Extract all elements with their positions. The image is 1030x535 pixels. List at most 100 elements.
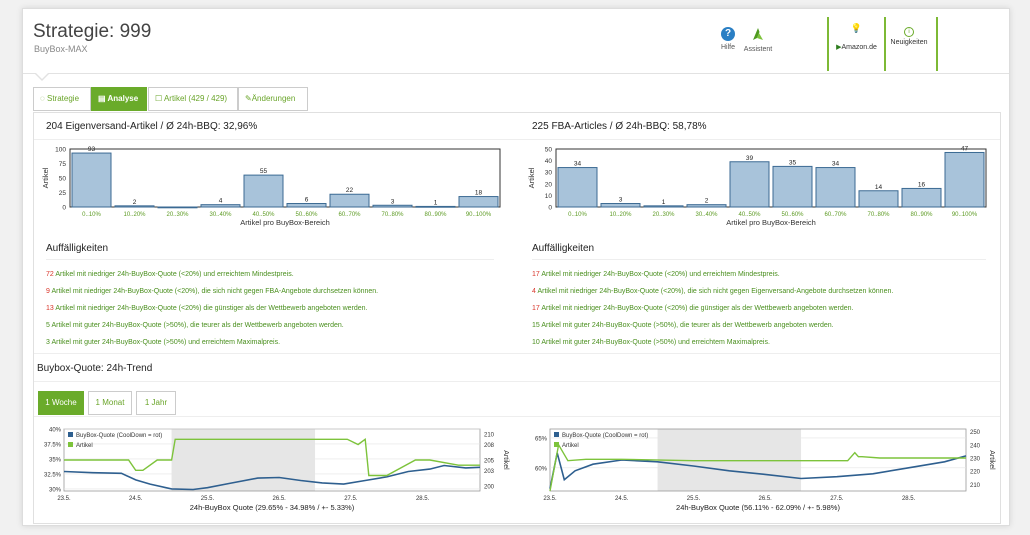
news-label: Neuigkeiten	[890, 39, 928, 46]
tab-artikel[interactable]: ☐ Artikel (429 / 429)	[148, 87, 238, 111]
bar-value-label: 18	[475, 190, 483, 197]
series-artikel-line	[64, 438, 480, 477]
finding-count: 5	[46, 322, 50, 329]
y2-tick-label: 240	[970, 443, 981, 449]
y-tick-label: 75	[59, 161, 67, 168]
y-tick-label: 30	[545, 170, 553, 177]
x-tick-label: 90..100%	[466, 212, 492, 218]
finding-item[interactable]: 10 Artikel mit guter 24h-BuyBox-Quote (>…	[532, 339, 770, 346]
bar-value-label: 3	[619, 197, 623, 204]
series-buybox-line	[549, 452, 967, 489]
x-tick-label: 26.5.	[758, 496, 772, 502]
bar-value-label: 2	[133, 199, 137, 206]
x-tick-label: 24.5.	[615, 496, 629, 502]
bar-value-label: 1	[434, 199, 438, 206]
left-section-title: 204 Eigenversand-Artikel / Ø 24h-BBQ: 32…	[46, 121, 258, 132]
left-findings-title: Auffälligkeiten	[46, 243, 109, 254]
y-tick-label: 20	[545, 181, 553, 188]
bar-value-label: 1	[662, 199, 666, 206]
bar	[815, 167, 856, 208]
x-tick-label: 0..10%	[82, 212, 101, 218]
x-tick-label: 27.5.	[830, 496, 844, 502]
finding-text: Artikel mit guter 24h-BuyBox-Quote (>50%…	[539, 339, 770, 346]
finding-item[interactable]: 4 Artikel mit niedriger 24h-BuyBox-Quote…	[532, 288, 893, 295]
tab-1-monat[interactable]: 1 Monat	[88, 391, 132, 415]
legend-label: BuyBox-Quote (CoolDown = rot)	[76, 433, 162, 439]
x-tick-label: 25.5.	[687, 496, 701, 502]
bar	[415, 205, 456, 208]
strategy-header: Strategie: 999 BuyBox-MAX ? Hilfe Assist…	[23, 9, 1009, 74]
bar	[114, 205, 155, 208]
finding-count: 17	[532, 305, 540, 312]
finding-count: 15	[532, 322, 540, 329]
box-icon: ☐	[155, 94, 163, 103]
finding-item[interactable]: 17 Artikel mit niedriger 24h-BuyBox-Quot…	[532, 271, 780, 278]
finding-item[interactable]: 3 Artikel mit guter 24h-BuyBox-Quote (>5…	[46, 339, 280, 346]
finding-text: Artikel mit niedriger 24h-BuyBox-Quote (…	[539, 305, 854, 312]
bar-value-label: 16	[918, 181, 926, 188]
finding-count: 4	[532, 288, 536, 295]
x-axis-label: Artikel pro BuyBox-Bereich	[726, 218, 816, 227]
finding-item[interactable]: 15 Artikel mit guter 24h-BuyBox-Quote (>…	[532, 322, 834, 329]
finding-item[interactable]: 13 Artikel mit niedriger 24h-BuyBox-Quot…	[46, 305, 367, 312]
bar	[329, 193, 370, 208]
chart-icon: ▤	[98, 94, 106, 103]
news-link[interactable]: i Neuigkeiten	[882, 17, 938, 71]
bar	[729, 161, 770, 208]
help-button[interactable]: ? Hilfe	[717, 27, 739, 51]
amazon-link[interactable]: 💡 ▶Amazon.de	[827, 17, 886, 71]
finding-item[interactable]: 9 Artikel mit niedriger 24h-BuyBox-Quote…	[46, 288, 378, 295]
assistant-label: Assistent	[743, 46, 773, 53]
bar-value-label: 34	[832, 161, 840, 168]
tab-aenderungen[interactable]: ✎Änderungen	[238, 87, 308, 111]
y-axis-label: Artikel	[527, 167, 536, 188]
x-tick-label: 26.5.	[272, 496, 286, 502]
assistant-button[interactable]: Assistent	[741, 27, 775, 53]
x-tick-label: 70..80%	[381, 212, 404, 218]
bar	[243, 174, 284, 208]
bar	[944, 151, 985, 208]
x-tick-label: 30..40%	[695, 212, 718, 218]
tab-1-jahr[interactable]: 1 Jahr	[136, 391, 176, 415]
x-tick-label: 23.5.	[543, 496, 557, 502]
finding-count: 9	[46, 288, 50, 295]
y2-tick-label: 210	[484, 433, 495, 439]
bar-value-label: 3	[391, 198, 395, 205]
finding-text: Artikel mit niedriger 24h-BuyBox-Quote (…	[535, 288, 894, 295]
finding-item[interactable]: 5 Artikel mit guter 24h-BuyBox-Quote (>5…	[46, 322, 344, 329]
y-tick-label: 100	[55, 147, 66, 154]
finding-count: 72	[46, 271, 54, 278]
x-tick-label: 60..70%	[338, 212, 361, 218]
y-tick-label: 50	[59, 176, 67, 183]
x-tick-label: 40..50%	[738, 212, 761, 218]
tab-1-woche[interactable]: 1 Woche	[38, 391, 84, 415]
bar	[686, 204, 727, 208]
finding-item[interactable]: 17 Artikel mit niedriger 24h-BuyBox-Quot…	[532, 305, 853, 312]
series-artikel-line	[549, 442, 966, 492]
tab-strategie[interactable]: ◌ Strategie	[33, 87, 91, 111]
finding-text: Artikel mit niedriger 24h-BuyBox-Quote (…	[53, 271, 294, 278]
bar-value-label: 55	[260, 168, 268, 175]
bar	[901, 187, 942, 208]
plot-frame	[69, 148, 501, 208]
bar-value-label: 35	[789, 159, 797, 166]
x-tick-label: 23.5.	[57, 496, 71, 502]
header-pointer	[35, 72, 49, 79]
legend-swatch	[554, 442, 559, 447]
y-tick-label: 0	[62, 205, 66, 212]
x-tick-label: 10..20%	[123, 212, 146, 218]
y-tick-label: 25	[59, 190, 67, 197]
right-bar-chart: 0 10 20 30 40 50 Artikel 34 0..10% 3 10..20% 1 20..3…	[527, 145, 987, 227]
bar	[643, 205, 684, 208]
play-icon: ▶	[836, 44, 842, 51]
x-tick-label: 28.5.	[902, 496, 916, 502]
y-tick-label: 50	[545, 147, 553, 154]
x-tick-label: 40..50%	[252, 212, 275, 218]
bar	[600, 203, 641, 208]
y-tick-label: 65%	[535, 436, 548, 442]
finding-count: 3	[46, 339, 50, 346]
y-tick-label: 35%	[49, 457, 62, 463]
tab-analyse[interactable]: ▤ Analyse	[91, 87, 147, 111]
x-tick-label: 80..90%	[910, 212, 933, 218]
finding-item[interactable]: 72 Artikel mit niedriger 24h-BuyBox-Quot…	[46, 271, 294, 278]
